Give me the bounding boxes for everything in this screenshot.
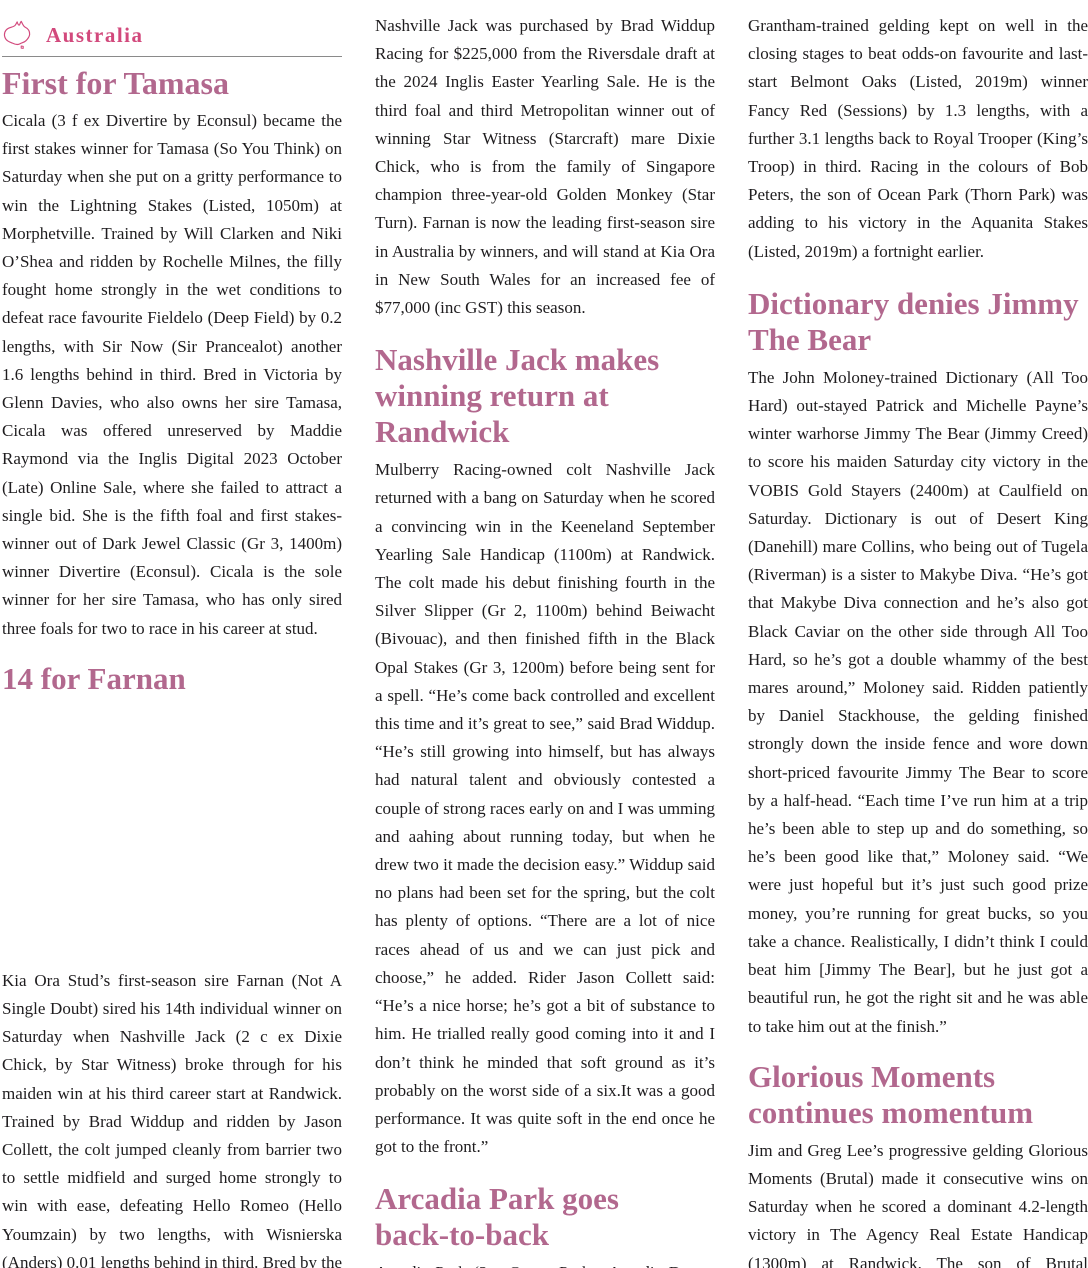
heading-line: continues momentum — [748, 1094, 1034, 1130]
region-header: Australia — [2, 20, 342, 57]
article-paragraph-glorious-moments: Jim and Greg Lee’s progressive gelding G… — [748, 1140, 1088, 1268]
heading-line: The Bear — [748, 321, 872, 357]
empty-space — [2, 697, 342, 967]
article-paragraph-arcadia-continued: Grantham-trained gelding kept on well in… — [748, 16, 1088, 261]
article-paragraph-tamasa: Cicala (3 f ex Divertire by Econsul) bec… — [2, 111, 342, 638]
column-2: Nashville Jack was purchased by Brad Wid… — [375, 0, 715, 1268]
article-paragraph-farnan-continued: Nashville Jack was purchased by Brad Wid… — [375, 16, 715, 318]
heading-line: winning return at Randwick — [375, 378, 609, 450]
heading-first-for-tamasa: First for Tamasa — [2, 65, 229, 101]
heading-glorious-moments: Glorious Moments continues momentum — [748, 1059, 1088, 1131]
article-paragraph-arcadia-park: Arcadia Park (3 g Ocean Park - Arcadia D… — [375, 1259, 715, 1268]
article-paragraph-farnan: Kia Ora Stud’s first-season sire Farnan … — [2, 970, 342, 1268]
heading-line: Nashville Jack makes — [375, 342, 660, 378]
region-label: Australia — [46, 22, 144, 47]
heading-line: Dictionary denies Jimmy — [748, 285, 1079, 321]
column-1: Australia First for Tamasa Cicala (3 f e… — [2, 0, 342, 1268]
column-3: Grantham-trained gelding kept on well in… — [748, 0, 1088, 1268]
heading-line: back-to-back — [375, 1217, 549, 1253]
heading-line: Glorious Moments — [748, 1058, 996, 1094]
australia-map-icon — [2, 20, 34, 50]
heading-arcadia-park: Arcadia Park goes back-to-back — [375, 1181, 715, 1253]
heading-dictionary: Dictionary denies Jimmy The Bear — [748, 286, 1088, 358]
heading-14-for-farnan: 14 for Farnan — [2, 660, 186, 696]
heading-line: Arcadia Park goes — [375, 1181, 619, 1217]
heading-nashville-jack: Nashville Jack makes winning return at R… — [375, 342, 715, 450]
article-paragraph-nashville-jack: Mulberry Racing-owned colt Nashville Jac… — [375, 460, 715, 1157]
article-paragraph-dictionary: The John Moloney-trained Dictionary (All… — [748, 367, 1088, 1036]
